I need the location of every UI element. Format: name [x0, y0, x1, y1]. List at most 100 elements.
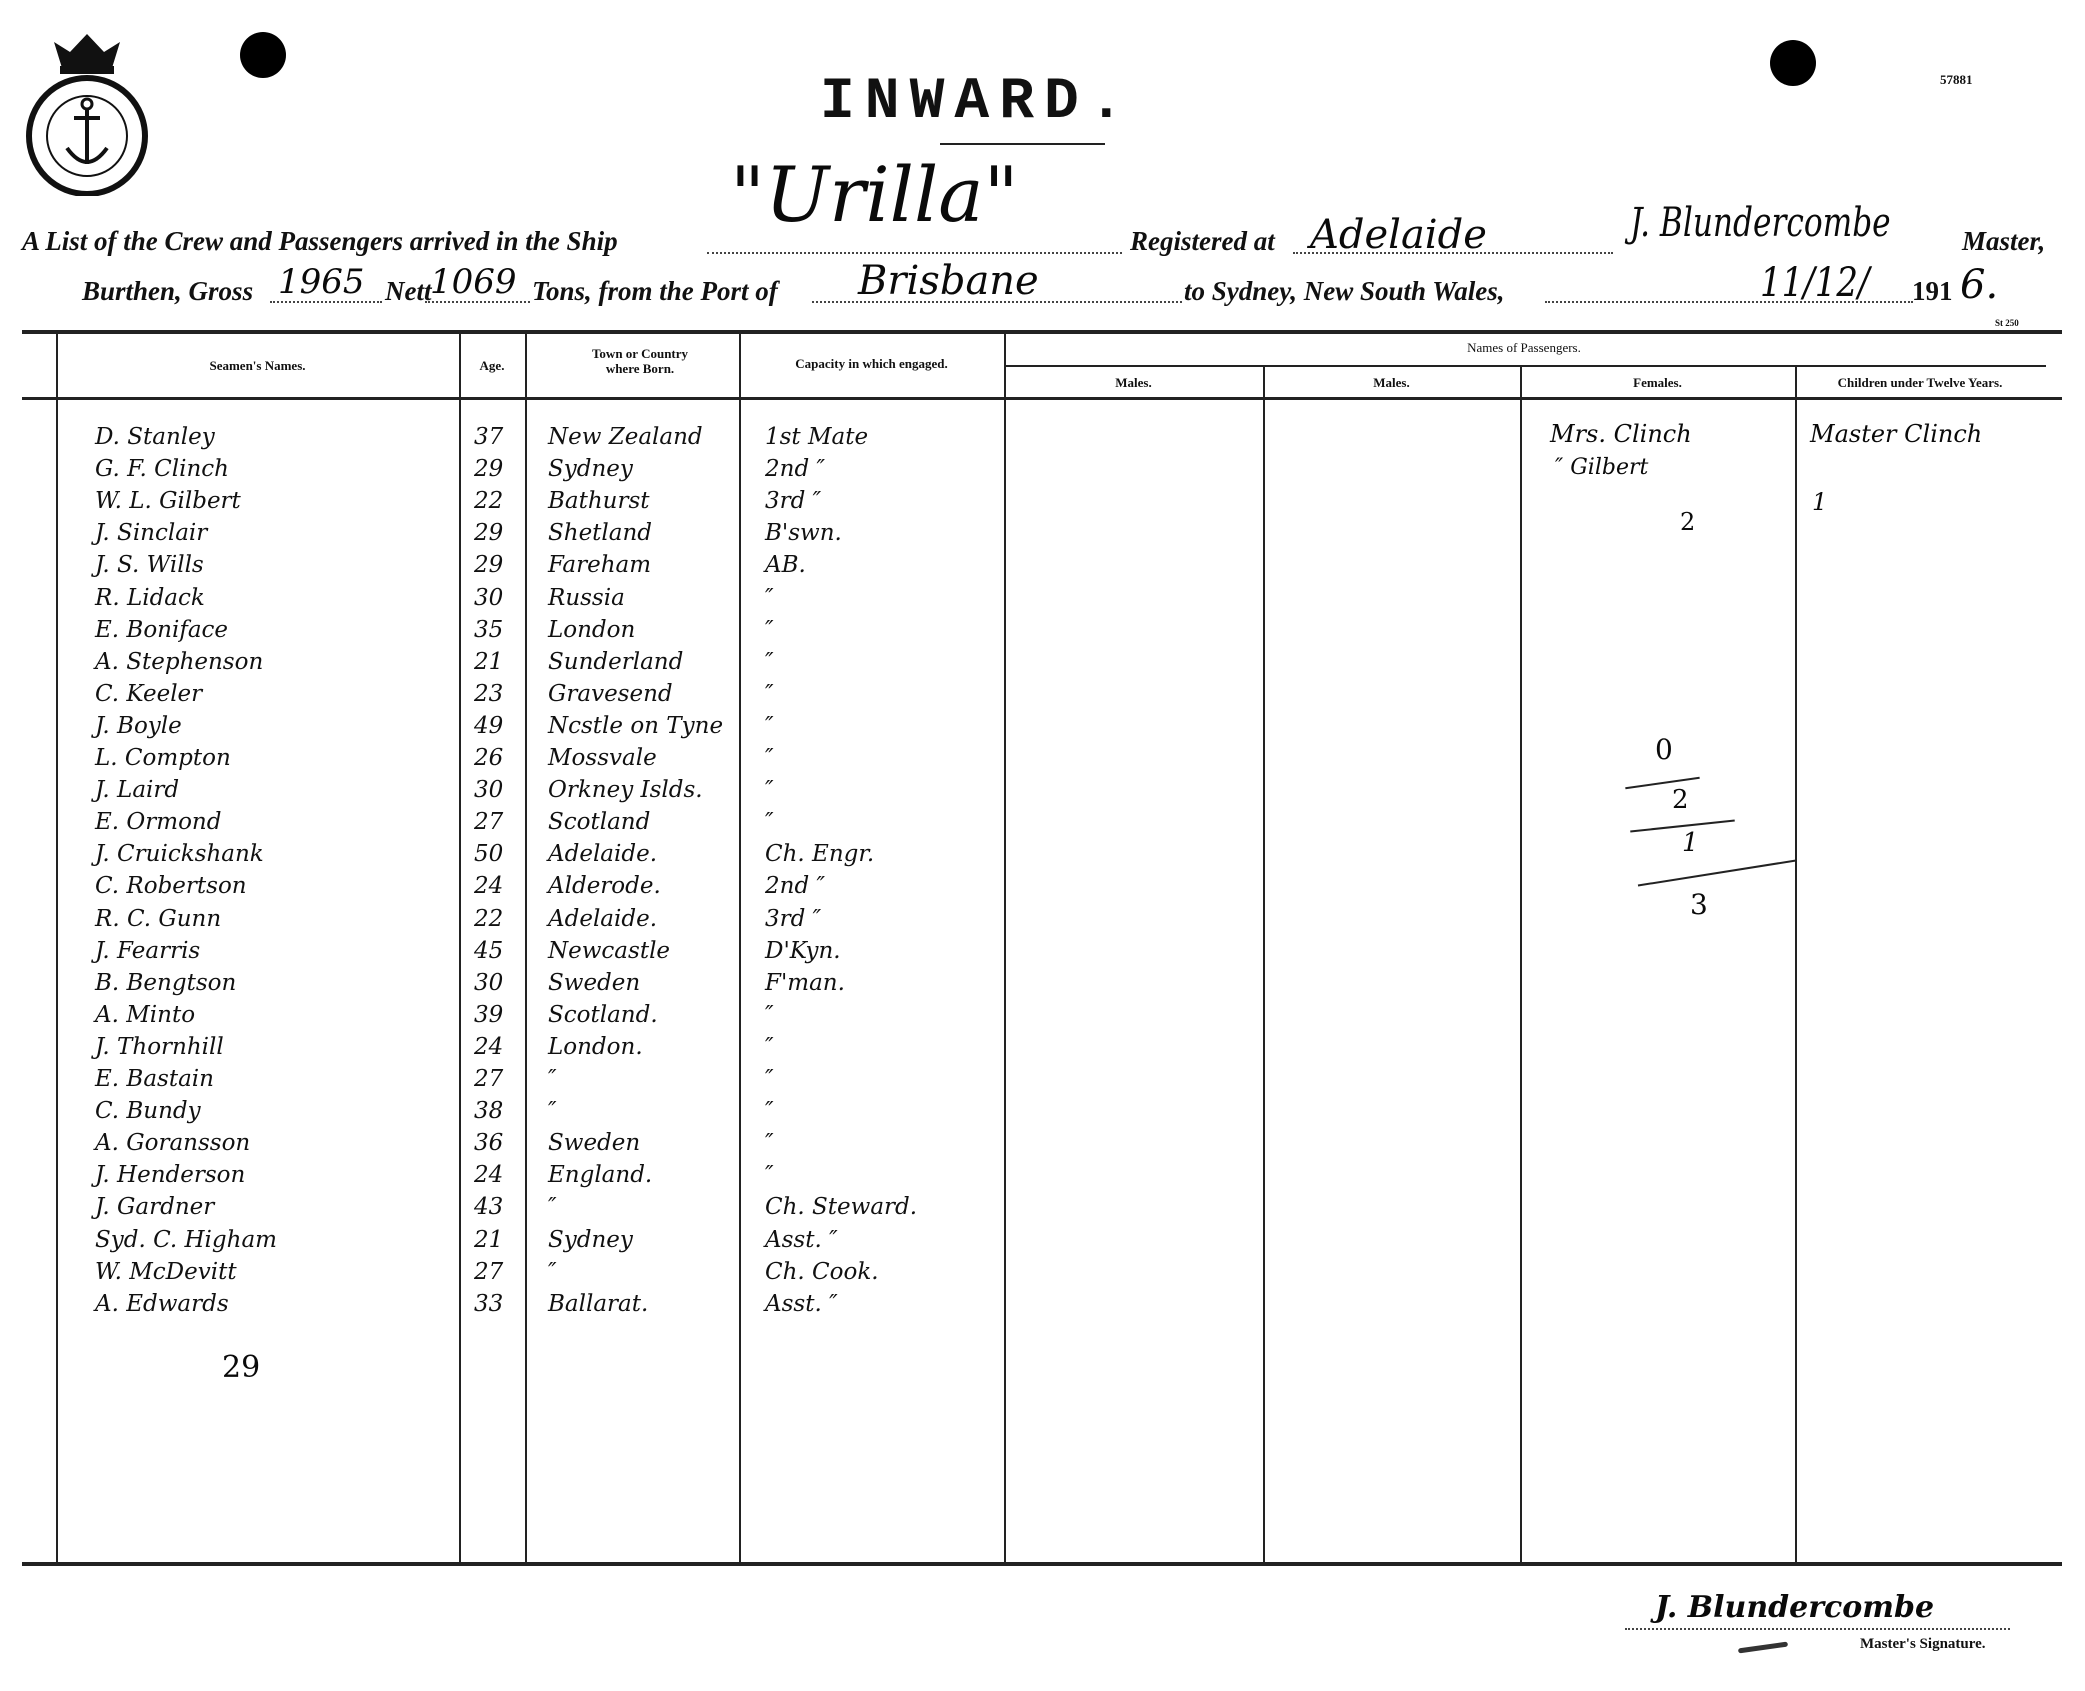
crew-capacity: Ch. Steward. [765, 1194, 918, 1221]
punch-hole-left [240, 32, 286, 78]
crew-age: 23 [474, 680, 504, 707]
crew-birthplace: Sydney [548, 456, 633, 483]
crew-age: 29 [474, 520, 504, 547]
crew-total: 29 [222, 1350, 261, 1385]
crew-name: J. Laird [95, 777, 180, 804]
crew-name: J. Thornhill [95, 1033, 224, 1060]
reference-number: 57881 [1940, 72, 1973, 87]
crew-row: J. Gardner 43 ″ Ch. Steward. [0, 1194, 2085, 1226]
burthen-label: Burthen, Gross [82, 276, 254, 306]
crew-capacity: ″ [765, 616, 774, 643]
master-signature: J. Blundercombe [1655, 1590, 1935, 1625]
crew-age: 30 [474, 777, 504, 804]
crew-name: A. Goransson [95, 1130, 251, 1157]
crew-age: 29 [474, 456, 504, 483]
header-passengers: Names of Passengers. [1467, 340, 1581, 355]
crew-age: 21 [474, 1226, 504, 1253]
crew-name: J. Henderson [95, 1162, 246, 1189]
signature-underline-stroke [1737, 1641, 1789, 1654]
nett-dotted-line [425, 301, 530, 303]
crew-age: 30 [474, 969, 504, 996]
crew-capacity: Ch. Engr. [765, 841, 875, 868]
crew-row: J. Boyle 49 Ncstle on Tyne ″ [0, 713, 2085, 745]
female-passenger: Mrs. Clinch [1550, 420, 1692, 448]
crew-age: 27 [474, 809, 504, 836]
crew-age: 38 [474, 1098, 504, 1125]
crew-birthplace: Sweden [548, 1130, 641, 1157]
crew-row: J. Thornhill 24 London. ″ [0, 1034, 2085, 1066]
crew-age: 22 [474, 905, 504, 932]
crew-row: Syd. C. Higham 21 Sydney Asst. ″ [0, 1227, 2085, 1259]
crew-age: 24 [474, 1033, 504, 1060]
registered-label: Registered at [1130, 226, 1275, 256]
column-divider [56, 334, 58, 1564]
crew-birthplace: Scotland. [548, 1001, 658, 1028]
crew-row: E. Ormond 27 Scotland ″ [0, 809, 2085, 841]
crew-age: 27 [474, 1066, 504, 1092]
crew-name: A. Stephenson [95, 648, 264, 675]
crew-row: C. Robertson 24 Alderode. 2nd ″ [0, 873, 2085, 905]
crew-name: J. S. Wills [95, 552, 204, 579]
to-label: to Sydney, New South Wales, [1184, 276, 1505, 306]
crew-capacity: 2nd ″ [765, 873, 826, 900]
crew-row: B. Bengtson 30 Sweden F'man. [0, 970, 2085, 1002]
crew-row: A. Stephenson 21 Sunderland ″ [0, 649, 2085, 681]
crew-capacity: ″ [765, 648, 774, 675]
crew-birthplace: New Zealand [548, 424, 703, 450]
crew-capacity: ″ [765, 1130, 774, 1157]
crew-birthplace: ″ [548, 1098, 557, 1125]
crew-row: E. Bastain 27 ″ ″ [0, 1066, 2085, 1098]
crew-birthplace: Sydney [548, 1226, 633, 1253]
crew-name: E. Boniface [95, 616, 229, 643]
year-printed: 191 [1912, 276, 1953, 306]
crew-birthplace: Sweden [548, 969, 641, 996]
header-males-1: Males. [1115, 375, 1152, 390]
column-divider [739, 334, 741, 1564]
master-name: J. Blundercombe [1630, 200, 1891, 246]
punch-hole-right [1770, 40, 1816, 86]
crew-capacity: F'man. [765, 969, 845, 996]
header-males-2: Males. [1373, 375, 1410, 390]
crew-birthplace: Adelaide. [548, 905, 658, 932]
tally-value: 2 [1672, 785, 1689, 815]
date-dotted-line [1545, 301, 1913, 303]
crew-capacity: ″ [765, 745, 774, 771]
crew-age: 50 [474, 841, 504, 868]
crew-age: 35 [474, 616, 504, 643]
crew-row: G. F. Clinch 29 Sydney 2nd ″ [0, 456, 2085, 488]
crew-capacity: AB. [765, 552, 806, 579]
crew-birthplace: Ballarat. [548, 1290, 649, 1317]
registered-port: Adelaide [1310, 212, 1487, 258]
child-passenger: Master Clinch [1810, 420, 1983, 448]
crew-name: R. Lidack [95, 584, 205, 611]
crew-capacity: ″ [765, 1162, 774, 1189]
column-divider [459, 334, 461, 1564]
crew-name: Syd. C. Higham [95, 1226, 277, 1253]
crew-name: W. L. Gilbert [95, 488, 241, 515]
crew-name: B. Bengtson [95, 969, 237, 996]
crew-birthplace: ″ [548, 1258, 557, 1285]
crew-row: J. Fearris 45 Newcastle D'Kyn. [0, 938, 2085, 970]
crew-capacity: ″ [765, 712, 774, 739]
crew-age: 24 [474, 1162, 504, 1189]
female-passenger: ″ Gilbert [1555, 455, 1649, 480]
crew-capacity: ″ [765, 1001, 774, 1028]
ship-name: "Urilla" [730, 150, 1019, 239]
crew-birthplace: London [548, 616, 636, 643]
header-females: Females. [1633, 375, 1682, 390]
crew-row: R. C. Gunn 22 Adelaide. 3rd ″ [0, 906, 2085, 938]
crew-age: 36 [474, 1130, 504, 1157]
crew-age: 30 [474, 584, 504, 611]
crew-row: W. McDevitt 27 ″ Ch. Cook. [0, 1259, 2085, 1291]
crew-row: A. Goransson 36 Sweden ″ [0, 1130, 2085, 1162]
crew-name: R. C. Gunn [95, 905, 222, 932]
crew-birthplace: ″ [548, 1066, 557, 1092]
crew-age: 24 [474, 873, 504, 900]
crew-capacity: Asst. ″ [765, 1226, 838, 1253]
crew-row: A. Minto 39 Scotland. ″ [0, 1002, 2085, 1034]
crew-capacity: ″ [765, 584, 774, 611]
column-divider [1004, 334, 1006, 1564]
registered-dotted-line [1293, 252, 1613, 254]
crew-name: J. Fearris [95, 937, 201, 964]
